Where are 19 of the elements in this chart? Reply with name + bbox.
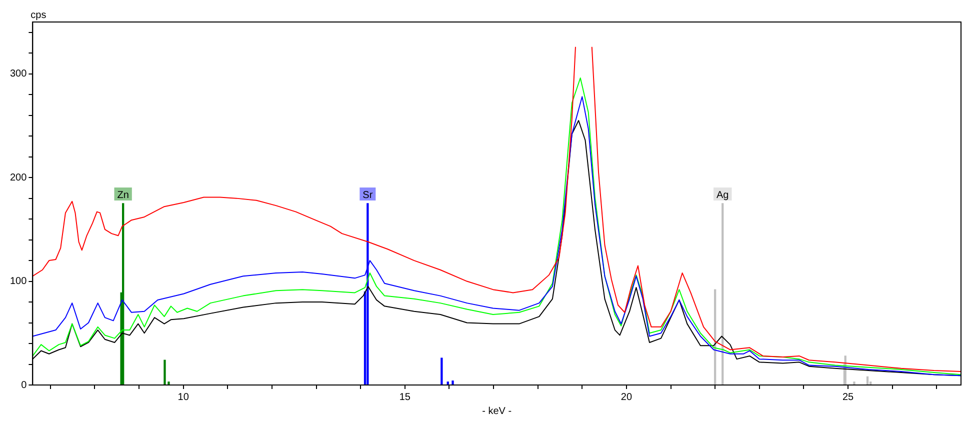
bar [722, 203, 724, 385]
x-tick-label: 10 [178, 392, 190, 403]
x-axis-title: - keV - [482, 406, 512, 417]
series-label: Zn [117, 190, 129, 201]
series-label: Sr [362, 190, 374, 201]
bar [452, 380, 454, 385]
x-tick-label: 20 [620, 392, 632, 403]
y-tick-label: 200 [10, 172, 28, 184]
y-tick-label: 0 [21, 380, 28, 391]
series-label: Ag [716, 190, 729, 201]
y-tick-label: 100 [10, 276, 28, 288]
y-tick-label: 300 [10, 68, 28, 80]
bar [164, 360, 166, 385]
x-tick-label: 25 [842, 392, 854, 403]
bar [122, 203, 124, 385]
bar [853, 382, 856, 385]
y-axis-title: cps [30, 10, 46, 21]
x-tick-label: 15 [399, 392, 411, 403]
bar [440, 358, 443, 385]
